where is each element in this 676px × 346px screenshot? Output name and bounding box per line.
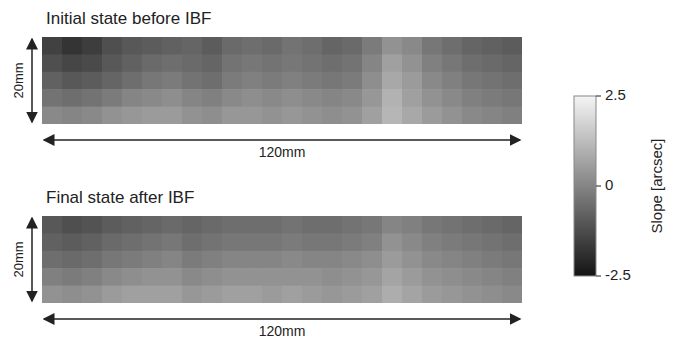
svg-text:Slope [arcsec]: Slope [arcsec] bbox=[648, 138, 665, 233]
svg-text:120mm: 120mm bbox=[259, 144, 306, 160]
svg-text:2.5: 2.5 bbox=[605, 86, 626, 103]
svg-text:20mm: 20mm bbox=[11, 241, 26, 277]
html-text:Initial state before IBF: Initial state before IBF bbox=[46, 9, 212, 28]
html-text:Final state after IBF: Final state after IBF bbox=[46, 188, 195, 207]
svg-text:20mm: 20mm bbox=[11, 62, 26, 98]
svg-text:0: 0 bbox=[605, 176, 613, 193]
svg-text:-2.5: -2.5 bbox=[605, 266, 631, 283]
svg-text:120mm: 120mm bbox=[259, 323, 306, 339]
